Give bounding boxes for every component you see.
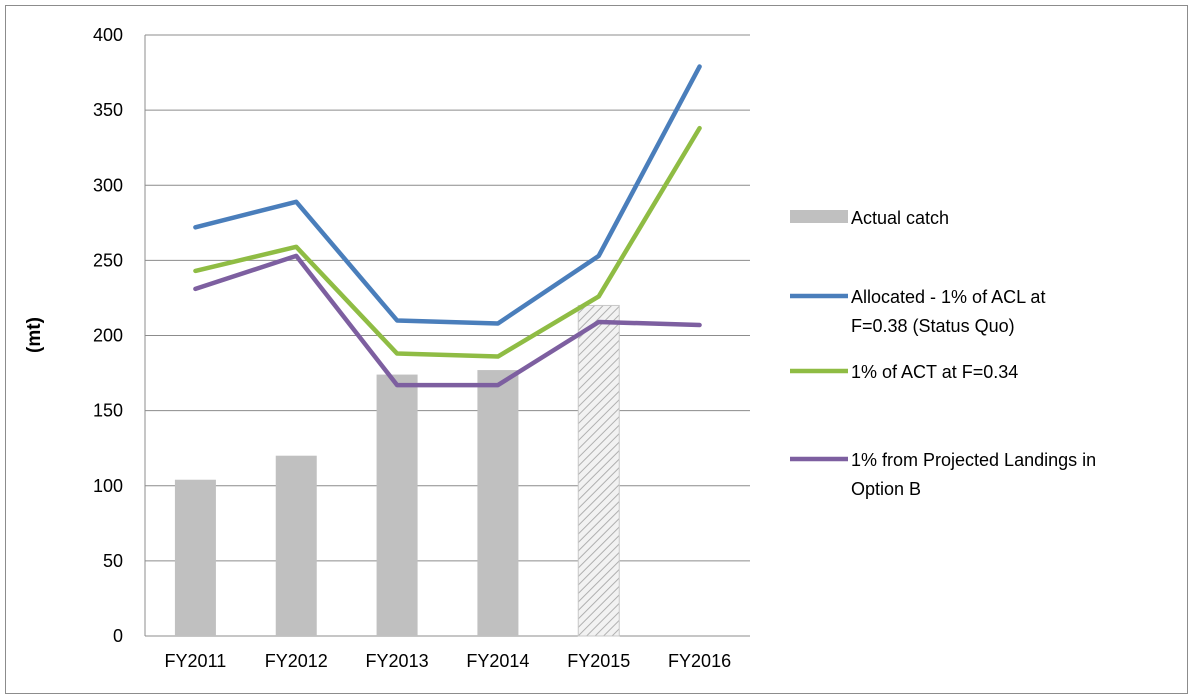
legend-label-series-3: Option B: [851, 479, 921, 499]
line-series-1: [193, 64, 702, 326]
bar-fy2011: [174, 479, 216, 636]
legend-swatch-bars: [790, 210, 848, 223]
y-tick-label: 50: [103, 551, 123, 571]
line-series-3: [193, 253, 702, 388]
bar-fy2013: [376, 374, 418, 636]
y-tick-label: 250: [93, 250, 123, 270]
y-tick-label: 400: [93, 25, 123, 45]
x-tick-label: FY2015: [567, 651, 630, 671]
axes: 0 50 100 150 200 250 300 350 400 FY2011 FY2012 FY20…: [93, 25, 731, 671]
x-tick-label: FY2013: [366, 651, 429, 671]
legend: Actual catch Allocated - 1% of ACL at F=0.…: [790, 208, 1096, 499]
bar-fy2014: [477, 370, 519, 636]
lines: [193, 64, 702, 388]
line-series-2: [193, 125, 702, 359]
x-tick-label: FY2012: [265, 651, 328, 671]
legend-label-series-3: 1% from Projected Landings in: [851, 450, 1096, 470]
y-tick-label: 0: [113, 626, 123, 646]
y-tick-label: 150: [93, 401, 123, 421]
y-tick-label: 350: [93, 100, 123, 120]
legend-label-bars: Actual catch: [851, 208, 949, 228]
y-tick-label: 300: [93, 175, 123, 195]
legend-label-series-1: F=0.38 (Status Quo): [851, 316, 1015, 336]
bar-fy2012: [275, 455, 317, 636]
bar-fy2015: [577, 304, 620, 637]
bars: [174, 304, 620, 637]
y-tick-label: 100: [93, 476, 123, 496]
gridlines: [145, 34, 750, 637]
x-tick-label: FY2014: [466, 651, 529, 671]
legend-label-series-2: 1% of ACT at F=0.34: [851, 362, 1018, 382]
legend-label-series-1: Allocated - 1% of ACL at: [851, 287, 1045, 307]
x-tick-label: FY2011: [165, 651, 227, 671]
y-axis-label: (mt): [24, 317, 45, 353]
y-tick-label: 200: [93, 326, 123, 346]
x-tick-label: FY2016: [668, 651, 731, 671]
